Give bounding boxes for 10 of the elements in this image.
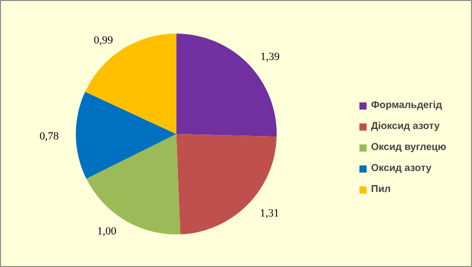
legend-label: Оксид азоту	[371, 163, 432, 174]
data-label: 1,31	[260, 208, 280, 220]
data-label: 0,78	[40, 130, 60, 143]
legend-label: Діоксид азоту	[371, 121, 440, 132]
legend-label: Формальдегід	[371, 100, 442, 111]
legend-label: Оксид вуглецю	[371, 142, 446, 153]
legend-label: Пил	[371, 184, 391, 195]
data-label: 0,99	[94, 34, 114, 47]
data-label: 1,00	[97, 225, 117, 238]
data-label: 1,39	[260, 50, 280, 63]
